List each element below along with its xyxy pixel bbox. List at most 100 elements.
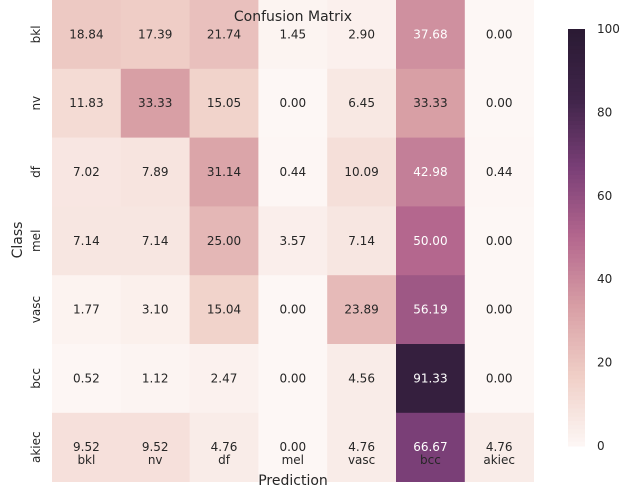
colorbar-segment xyxy=(568,258,585,264)
cell-value-label: 2.90 xyxy=(348,27,375,41)
colorbar-segment xyxy=(568,195,585,201)
heatmap-cell-mel-bkl xyxy=(52,206,122,276)
heatmap-cell-bkl-df xyxy=(189,0,259,70)
colorbar-segment xyxy=(568,345,585,351)
colorbar-segment xyxy=(568,133,585,138)
colorbar-segment xyxy=(568,83,585,88)
colorbar-segment xyxy=(568,37,585,43)
x-tick-label: bkl xyxy=(77,453,95,467)
colorbar-segment xyxy=(568,179,585,184)
colorbar-segment xyxy=(568,433,585,439)
heatmap-cell-vasc-nv xyxy=(120,275,190,345)
x-tick-label: akiec xyxy=(483,453,515,467)
x-tick-label: vasc xyxy=(348,453,375,467)
y-tick-label: vasc xyxy=(29,296,43,323)
heatmap-cell-df-bcc xyxy=(396,137,466,207)
colorbar-segment xyxy=(568,66,585,72)
colorbar-segment xyxy=(568,87,585,93)
y-tick-label: bkl xyxy=(29,25,43,43)
colorbar-segment xyxy=(568,149,585,155)
y-tick-labels: bkl nv df mel vasc bcc akiec xyxy=(29,25,43,463)
cell-value-label: 91.33 xyxy=(413,371,447,385)
x-tick-labels: bkl nv df mel vasc bcc akiec xyxy=(77,453,515,467)
cell-value-label: 42.98 xyxy=(413,165,447,179)
colorbar-segment xyxy=(568,408,585,414)
cell-value-label: 23.89 xyxy=(344,303,378,317)
colorbar-segment xyxy=(568,170,585,176)
cell-value-label: 1.12 xyxy=(142,371,169,385)
colorbar-segment xyxy=(568,370,585,376)
colorbar-segment xyxy=(568,166,585,172)
colorbar-segment xyxy=(568,158,585,163)
colorbar-segment xyxy=(568,412,585,418)
colorbar-segment xyxy=(568,358,585,364)
colorbar-tick-label: 100 xyxy=(597,22,620,36)
colorbar-segment xyxy=(568,400,585,405)
colorbar-segment xyxy=(568,437,585,443)
colorbar-segment xyxy=(568,383,585,389)
colorbar-segment xyxy=(568,416,585,422)
cell-value-label: 6.45 xyxy=(348,96,375,110)
colorbar-segment xyxy=(568,312,585,318)
x-tick-label: df xyxy=(218,453,231,467)
heatmap-cell-bcc-akiec xyxy=(464,344,534,414)
colorbar-segment xyxy=(568,245,585,251)
colorbar-segment xyxy=(568,262,585,268)
colorbar-segment xyxy=(568,187,585,193)
y-axis-label: Class xyxy=(10,222,26,259)
cell-value-label: 56.19 xyxy=(413,303,447,317)
colorbar-segment xyxy=(568,308,585,314)
colorbar-segment xyxy=(568,108,585,113)
colorbar-tick-label: 80 xyxy=(597,105,612,119)
colorbar-tick-label: 40 xyxy=(597,272,612,286)
y-tick-label: akiec xyxy=(29,431,43,463)
colorbar-segment xyxy=(568,112,585,118)
colorbar-segment xyxy=(568,99,585,105)
colorbar-segment xyxy=(568,162,585,168)
heatmap-cell-vasc-bcc xyxy=(396,275,466,345)
heatmap-cell-nv-bcc xyxy=(396,68,466,138)
cell-value-label: 15.05 xyxy=(207,96,241,110)
cell-value-label: 17.39 xyxy=(138,27,172,41)
colorbar-segment xyxy=(568,49,585,55)
colorbar-tick-label: 60 xyxy=(597,189,612,203)
cell-value-label: 7.14 xyxy=(142,234,169,248)
cell-value-label: 0.00 xyxy=(486,234,513,248)
colorbar-segment xyxy=(568,404,585,409)
colorbar-segment xyxy=(568,283,585,289)
cell-value-label: 7.02 xyxy=(73,165,100,179)
colorbar-segment xyxy=(568,316,585,322)
colorbar-segment xyxy=(568,41,585,47)
colorbar-segment xyxy=(568,395,585,401)
y-tick-label: mel xyxy=(29,230,43,252)
colorbar-segment xyxy=(568,208,585,213)
heatmap-cell-mel-mel xyxy=(258,206,328,276)
cell-value-label: 0.44 xyxy=(486,165,513,179)
colorbar-segment xyxy=(568,141,585,147)
colorbar-segment xyxy=(568,275,585,280)
colorbar-segment xyxy=(568,216,585,222)
colorbar-tick-label: 0 xyxy=(597,439,605,453)
heatmap-cell-vasc-df xyxy=(189,275,259,345)
heatmap-cell-mel-df xyxy=(189,206,259,276)
colorbar-segment xyxy=(568,295,585,301)
heatmap-cell-df-mel xyxy=(258,137,328,207)
cell-value-label: 4.76 xyxy=(486,440,513,454)
colorbar-segment xyxy=(568,391,585,397)
cell-value-label: 7.89 xyxy=(142,165,169,179)
y-tick-label: df xyxy=(29,165,43,178)
cell-value-label: 0.44 xyxy=(279,165,306,179)
colorbar-segment xyxy=(568,154,585,159)
colorbar-segment xyxy=(568,233,585,238)
heatmap-cell-bcc-df xyxy=(189,344,259,414)
heatmap-cell-vasc-mel xyxy=(258,275,328,345)
colorbar-segment xyxy=(568,387,585,393)
cell-value-label: 10.09 xyxy=(344,165,378,179)
colorbar-segment xyxy=(568,270,585,276)
cell-value-label: 0.00 xyxy=(279,440,306,454)
cell-value-label: 1.45 xyxy=(279,27,306,41)
heatmap-cell-akiec-bcc xyxy=(396,412,466,482)
heatmap-cell-bkl-bcc xyxy=(396,0,466,70)
